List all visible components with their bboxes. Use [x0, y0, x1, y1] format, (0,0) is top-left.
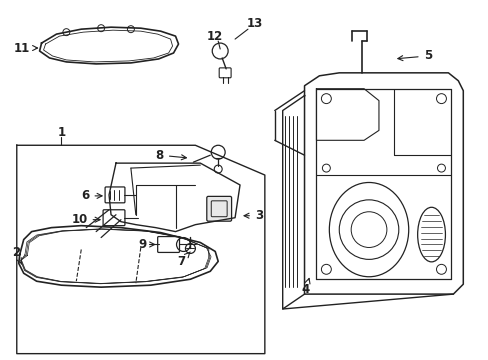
Text: 10: 10: [71, 213, 100, 226]
Text: 8: 8: [155, 149, 186, 162]
Text: 5: 5: [397, 49, 431, 63]
Text: 2: 2: [12, 246, 21, 264]
Text: 3: 3: [244, 209, 263, 222]
Text: 9: 9: [139, 238, 154, 251]
Text: 7: 7: [177, 252, 190, 268]
Text: 12: 12: [207, 30, 223, 42]
Text: 13: 13: [246, 17, 263, 30]
Text: 11: 11: [14, 41, 38, 54]
Text: 4: 4: [301, 278, 309, 296]
Text: 6: 6: [81, 189, 102, 202]
Text: 1: 1: [57, 126, 65, 139]
FancyBboxPatch shape: [206, 196, 231, 221]
